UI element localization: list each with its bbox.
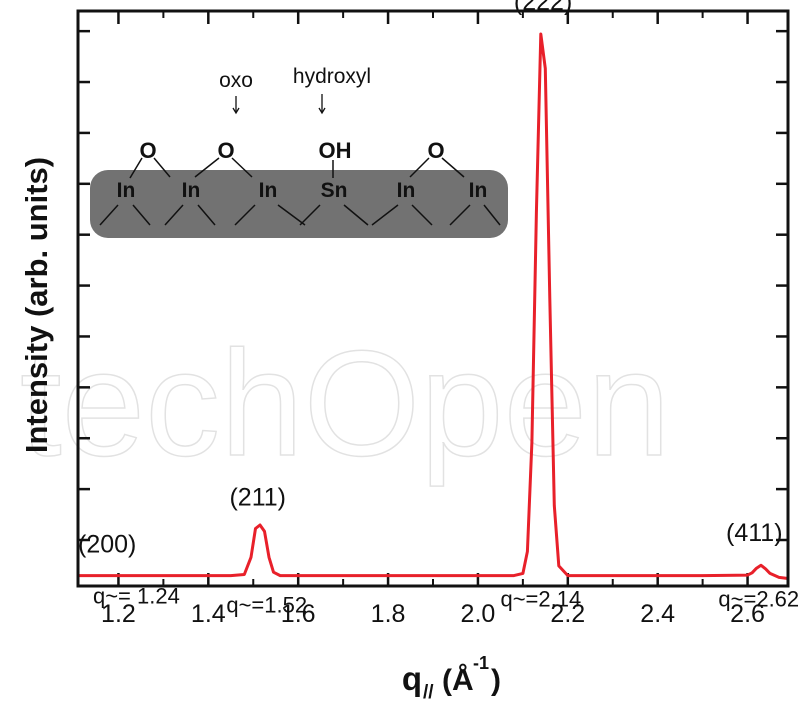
peak-label: (222)	[514, 0, 572, 16]
x-tick-label: 2.4	[640, 600, 675, 628]
q-value-label: q~=2.62	[718, 587, 799, 612]
q-value-label: q~=1.52	[226, 592, 307, 617]
y-axis-title: Intensity (arb. units)	[19, 157, 54, 453]
x-tick-label: 2.0	[461, 600, 496, 628]
inset-slab	[90, 170, 508, 238]
inset-adsorbate-o-2: O	[217, 138, 234, 163]
inset-bonds	[99, 157, 501, 226]
peak-label: (200)	[78, 531, 136, 559]
x-axis-unit-exponent: -1	[473, 653, 489, 673]
inset-slab-atom: In	[397, 179, 416, 202]
series-line	[78, 32, 789, 580]
inset-adsorbate-oh: OH	[319, 138, 352, 163]
inset-slab-atom: In	[182, 179, 201, 202]
inset-label-oxo: oxo	[219, 69, 253, 92]
inset-slab-atom: In	[117, 179, 136, 202]
plot-frame	[76, 9, 790, 588]
inset-slab-atom: In	[259, 179, 278, 202]
x-axis-unit-close: )	[491, 664, 501, 697]
inset-adsorbate-o-3: O	[427, 138, 444, 163]
inset-arrows	[232, 94, 326, 115]
watermark-text: techOpen	[20, 319, 670, 487]
peak-label: (211)	[229, 484, 286, 512]
x-axis-unit-open: (Å	[442, 664, 474, 697]
q-value-label: q~=2.14	[500, 587, 581, 612]
inset-label-hydroxyl: hydroxyl	[293, 65, 371, 88]
x-tick-label: 1.6	[281, 600, 316, 628]
inset-schematic: oxo hydroxyl	[90, 65, 508, 238]
x-tick-label: 1.4	[191, 600, 226, 628]
x-axis-title: q // (Å -1 )	[402, 653, 501, 702]
inset-slab-atom: Sn	[321, 179, 348, 202]
x-axis-label: q	[402, 660, 422, 697]
x-axis-label-subscript: //	[423, 682, 434, 702]
inset-adsorbate-o-1: O	[139, 138, 156, 163]
x-tick-label: 1.8	[371, 600, 406, 628]
x-tick-label: 2.2	[550, 600, 585, 628]
x-tick-label: 2.6	[730, 600, 765, 628]
inset-slab-atom: In	[469, 179, 488, 202]
peak-label: (411)	[726, 519, 783, 547]
x-tick-label: 1.2	[101, 600, 136, 628]
